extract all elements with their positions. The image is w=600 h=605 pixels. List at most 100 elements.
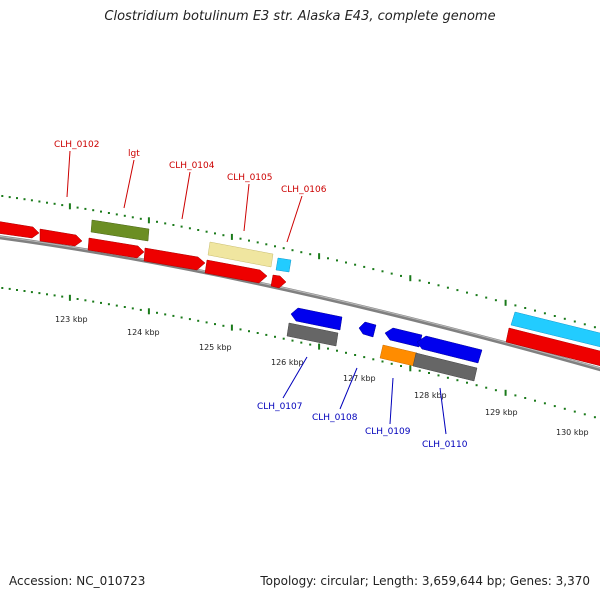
- minor-tick: [23, 290, 26, 292]
- minor-tick: [437, 284, 440, 287]
- minor-tick: [400, 365, 402, 367]
- kbp-label-124: 124 kbp: [127, 328, 160, 337]
- minor-tick: [131, 216, 134, 219]
- gene-arrow-red[interactable]: [87, 237, 145, 259]
- gene-label-CLH_0104[interactable]: CLH_0104: [169, 161, 215, 171]
- minor-tick: [38, 292, 41, 295]
- major-tick: [147, 217, 150, 224]
- minor-tick: [381, 360, 384, 363]
- gene-box-cyan[interactable]: [510, 311, 600, 348]
- minor-tick: [456, 289, 459, 292]
- leader-line: [339, 367, 358, 410]
- minor-tick: [188, 318, 191, 321]
- minor-tick: [400, 274, 402, 277]
- accession-text: Accession: NC_010723: [9, 574, 146, 588]
- minor-tick: [84, 207, 87, 210]
- gene-arrow-blue[interactable]: [384, 327, 423, 348]
- gene-box-cream[interactable]: [207, 241, 274, 268]
- minor-tick: [16, 289, 18, 291]
- minor-tick: [123, 214, 126, 217]
- minor-tick: [205, 321, 208, 324]
- gene-box-olive[interactable]: [90, 219, 150, 242]
- leader-line: [66, 150, 71, 198]
- minor-tick: [222, 324, 225, 327]
- minor-tick: [139, 217, 142, 220]
- minor-tick: [282, 337, 285, 340]
- minor-tick: [494, 389, 497, 392]
- minor-tick: [222, 234, 225, 237]
- gene-box-gray[interactable]: [412, 352, 478, 382]
- minor-tick: [563, 317, 566, 320]
- minor-tick: [345, 351, 347, 354]
- leader-line: [389, 377, 394, 425]
- minor-tick: [583, 323, 586, 326]
- minor-tick: [485, 386, 488, 389]
- minor-tick: [188, 227, 191, 230]
- minor-tick: [256, 332, 259, 334]
- minor-tick: [553, 405, 556, 408]
- minor-tick: [156, 311, 158, 314]
- minor-tick: [428, 372, 430, 374]
- minor-tick: [180, 316, 183, 319]
- gene-arrow-blue[interactable]: [358, 321, 377, 338]
- kbp-label-123: 123 kbp: [55, 315, 88, 324]
- minor-tick: [336, 259, 338, 262]
- leader-line: [282, 356, 308, 399]
- minor-tick: [456, 379, 459, 382]
- minor-tick: [363, 265, 366, 268]
- minor-tick: [446, 286, 449, 289]
- minor-tick: [92, 300, 95, 303]
- kbp-label-130: 130 kbp: [556, 428, 589, 437]
- minor-tick: [1, 195, 4, 197]
- gene-label-CLH_0105[interactable]: CLH_0105: [227, 173, 272, 183]
- gene-label-CLH_0110[interactable]: CLH_0110: [422, 440, 468, 450]
- gene-label-lgt[interactable]: lgt: [128, 149, 140, 159]
- inner-tick-ring: [1, 287, 596, 419]
- gene-label-CLH_0109[interactable]: CLH_0109: [365, 427, 411, 437]
- minor-tick: [593, 326, 596, 329]
- major-tick: [147, 308, 150, 315]
- gene-label-CLH_0108[interactable]: CLH_0108: [312, 413, 358, 423]
- gene-label-CLH_0106[interactable]: CLH_0106: [281, 185, 327, 195]
- gene-arrow-red[interactable]: [204, 259, 268, 284]
- minor-tick: [309, 343, 312, 346]
- gene-arrow-red[interactable]: [270, 274, 287, 289]
- kbp-label-126: 126 kbp: [271, 358, 304, 367]
- gene-label-CLH_0107[interactable]: CLH_0107: [257, 402, 302, 412]
- minor-tick: [197, 319, 200, 322]
- minor-tick: [139, 308, 142, 311]
- minor-tick: [354, 354, 357, 356]
- minor-tick: [372, 358, 375, 361]
- minor-tick: [327, 347, 329, 350]
- minor-tick: [390, 362, 393, 365]
- minor-tick: [514, 304, 517, 307]
- gene-box-cyan[interactable]: [275, 257, 292, 273]
- major-tick: [68, 294, 71, 301]
- minor-tick: [46, 293, 48, 296]
- minor-tick: [300, 341, 303, 344]
- minor-tick: [514, 394, 517, 397]
- gene-arrow-red[interactable]: [0, 221, 40, 239]
- minor-tick: [107, 303, 110, 306]
- minor-tick: [418, 369, 421, 372]
- gene-box-gray[interactable]: [286, 322, 339, 347]
- gene-arrow-red[interactable]: [143, 247, 206, 271]
- gene-label-CLH_0102[interactable]: CLH_0102: [54, 140, 99, 150]
- gene-arrow-blue[interactable]: [290, 307, 343, 331]
- gene-arrow-blue[interactable]: [416, 335, 483, 364]
- minor-tick: [61, 204, 64, 207]
- minor-tick: [214, 323, 216, 326]
- minor-tick: [8, 196, 11, 199]
- minor-tick: [336, 349, 338, 352]
- minor-tick: [8, 287, 11, 290]
- minor-tick: [274, 335, 276, 338]
- gene-box-orange[interactable]: [379, 344, 418, 367]
- gene-arrow-red[interactable]: [39, 228, 83, 247]
- minor-tick: [291, 249, 294, 252]
- minor-tick: [354, 263, 357, 266]
- minor-tick: [53, 294, 56, 297]
- minor-tick: [76, 206, 79, 209]
- minor-tick: [197, 229, 200, 231]
- gene-box-red[interactable]: [505, 327, 600, 367]
